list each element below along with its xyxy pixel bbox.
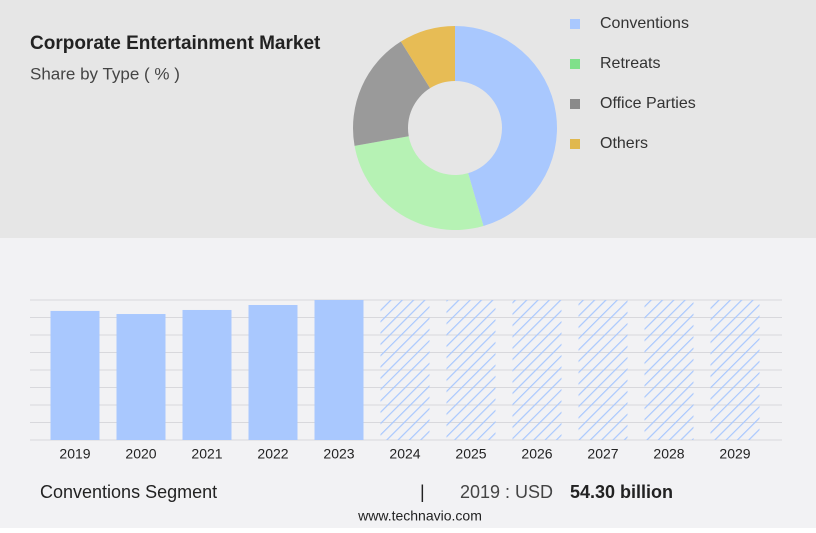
legend: Conventions Retreats Office Parties Others	[570, 15, 696, 152]
legend-swatch	[570, 19, 580, 29]
x-tick-label: 2019	[59, 446, 90, 462]
pie-slice	[400, 26, 455, 89]
footer-year: 2019 : USD	[460, 482, 553, 502]
bar	[314, 300, 364, 440]
legend-label: Office Parties	[600, 95, 696, 112]
chart-title: Corporate Entertainment Market	[30, 33, 321, 54]
donut	[352, 26, 557, 230]
bar	[182, 309, 232, 440]
x-tick-label: 2026	[521, 446, 552, 462]
x-tick-label: 2029	[719, 446, 750, 462]
legend-label: Others	[600, 135, 648, 152]
bar-chart: 2019 2020 2021 2022 2023 2024 2025 2026 2027 2028…	[30, 299, 782, 462]
x-tick-label: 2028	[653, 446, 684, 462]
pie-slice	[455, 26, 557, 226]
forecast-bar	[644, 300, 694, 440]
chart-subtitle: Share by Type ( % )	[30, 64, 180, 83]
bar	[248, 304, 298, 440]
footer-value: 54.30 billion	[570, 482, 673, 502]
pie-slice	[352, 41, 431, 146]
x-tick-label: 2027	[587, 446, 618, 462]
forecast-bar	[380, 300, 430, 440]
x-tick-label: 2023	[323, 446, 354, 462]
legend-swatch	[570, 139, 580, 149]
bar	[116, 314, 166, 440]
footer-divider: |	[420, 482, 425, 502]
legend-swatch	[570, 99, 580, 109]
x-tick-label: 2020	[125, 446, 156, 462]
x-tick-label: 2022	[257, 446, 288, 462]
bar	[50, 310, 100, 440]
x-tick-label: 2021	[191, 446, 222, 462]
footer-segment: Conventions Segment	[40, 482, 217, 502]
legend-label: Conventions	[600, 15, 689, 32]
pie-slice	[354, 136, 484, 230]
forecast-bar	[578, 300, 628, 440]
x-tick-label: 2025	[455, 446, 486, 462]
legend-label: Retreats	[600, 55, 660, 72]
forecast-bar	[446, 300, 496, 440]
forecast-bar	[710, 300, 760, 440]
x-tick-label: 2024	[389, 446, 420, 462]
source: www.technavio.com	[357, 508, 482, 524]
legend-swatch	[570, 59, 580, 69]
forecast-bar	[512, 300, 562, 440]
